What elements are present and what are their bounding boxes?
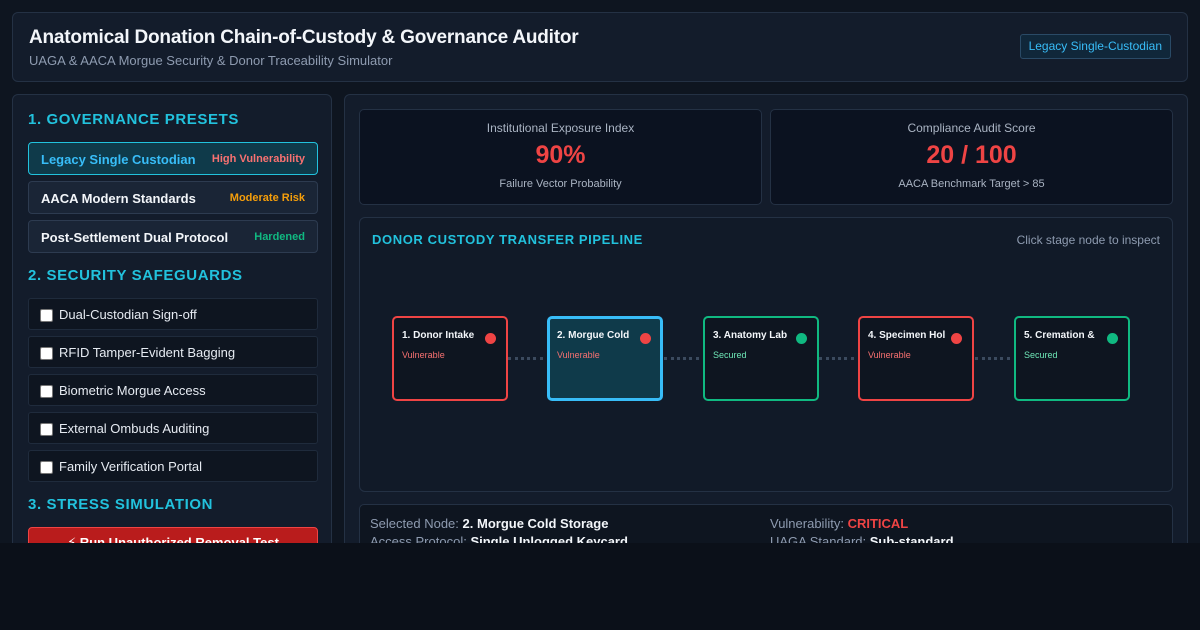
safeguard-checkbox[interactable] <box>40 461 53 474</box>
pipeline-node-specimen-holding[interactable]: 4. Specimen Hol Vulnerable <box>858 316 974 401</box>
safeguard-checkbox[interactable] <box>40 309 53 322</box>
safeguard-ombuds-auditing[interactable]: External Ombuds Auditing <box>28 412 318 444</box>
safeguard-family-portal[interactable]: Family Verification Portal <box>28 450 318 482</box>
preset-aaca-modern-standards[interactable]: AACA Modern Standards Moderate Risk <box>28 181 318 214</box>
control-sidebar: 1. GOVERNANCE PRESETS Legacy Single Cust… <box>12 94 332 543</box>
safeguard-dual-custodian[interactable]: Dual-Custodian Sign-off <box>28 298 318 330</box>
metric-note: AACA Benchmark Target > 85 <box>898 178 1045 190</box>
safeguard-label: Family Verification Portal <box>59 459 203 474</box>
uaga-standard-row: UAGA Standard: Sub-standard <box>770 534 954 543</box>
stress-heading: 3. STRESS SIMULATION <box>28 496 214 513</box>
selected-node-value: 2. Morgue Cold Storage <box>462 516 609 531</box>
detail-label: Access Protocol: <box>370 534 467 543</box>
pipeline-link <box>664 357 699 360</box>
pipeline-node-cremation[interactable]: 5. Cremation & Secured <box>1014 316 1130 401</box>
pipeline-hint: Click stage node to inspect <box>1016 233 1160 247</box>
pipeline-node-anatomy-lab[interactable]: 3. Anatomy Lab Secured <box>703 316 819 401</box>
status-dot-icon <box>796 333 807 344</box>
node-status: Secured <box>713 350 747 360</box>
metric-value: 90% <box>535 141 586 169</box>
safeguard-biometric-access[interactable]: Biometric Morgue Access <box>28 374 318 406</box>
node-name: 3. Anatomy Lab <box>713 330 788 341</box>
preset-legacy-single-custodian[interactable]: Legacy Single Custodian High Vulnerabili… <box>28 142 318 175</box>
detail-label: UAGA Standard: <box>770 534 867 543</box>
node-details-panel: Selected Node: 2. Morgue Cold Storage Vu… <box>359 504 1173 543</box>
metric-label: Institutional Exposure Index <box>486 121 635 135</box>
risk-tag: High Vulnerability <box>211 153 305 165</box>
status-dot-icon <box>485 333 496 344</box>
status-dot-icon <box>640 333 651 344</box>
safeguards-heading: 2. SECURITY SAFEGUARDS <box>28 267 243 284</box>
app-header: Anatomical Donation Chain-of-Custody & G… <box>12 12 1188 82</box>
mode-badge: Legacy Single-Custodian <box>1019 34 1171 59</box>
node-name: 2. Morgue Cold <box>557 330 630 341</box>
node-status: Secured <box>1024 350 1058 360</box>
node-name: 1. Donor Intake <box>402 330 475 341</box>
status-dot-icon <box>1107 333 1118 344</box>
vulnerability-value: CRITICAL <box>847 516 909 531</box>
app-viewport: Anatomical Donation Chain-of-Custody & G… <box>12 12 1188 543</box>
status-dot-icon <box>951 333 962 344</box>
risk-tag: Hardened <box>254 231 305 243</box>
safeguard-label: Biometric Morgue Access <box>59 383 206 398</box>
preset-name: Legacy Single Custodian <box>41 152 196 167</box>
metric-label: Compliance Audit Score <box>907 121 1036 135</box>
detail-label: Vulnerability: <box>770 516 844 531</box>
pipeline-link <box>975 357 1010 360</box>
exposure-index-card: Institutional Exposure Index 90% Failure… <box>359 109 762 205</box>
node-name: 4. Specimen Hol <box>868 330 946 341</box>
safeguard-checkbox[interactable] <box>40 423 53 436</box>
detail-label: Selected Node: <box>370 516 459 531</box>
selected-node-row: Selected Node: 2. Morgue Cold Storage <box>370 516 608 531</box>
preset-post-settlement-dual-protocol[interactable]: Post-Settlement Dual Protocol Hardened <box>28 220 318 253</box>
safeguard-label: External Ombuds Auditing <box>59 421 210 436</box>
metric-value: 20 / 100 <box>926 141 1017 169</box>
node-status: Vulnerable <box>868 350 911 360</box>
safeguard-rfid-bagging[interactable]: RFID Tamper-Evident Bagging <box>28 336 318 368</box>
safeguard-checkbox[interactable] <box>40 385 53 398</box>
preset-name: AACA Modern Standards <box>41 191 196 206</box>
vulnerability-row: Vulnerability: CRITICAL <box>770 516 908 531</box>
pipeline-node-donor-intake[interactable]: 1. Donor Intake Vulnerable <box>392 316 508 401</box>
run-removal-test-button[interactable]: ⚡ Run Unauthorized Removal Test <box>28 527 318 543</box>
access-protocol-row: Access Protocol: Single Unlogged Keycard <box>370 534 628 543</box>
metric-note: Failure Vector Probability <box>499 178 622 190</box>
safeguard-label: Dual-Custodian Sign-off <box>59 307 197 322</box>
access-protocol-value: Single Unlogged Keycard <box>470 534 628 543</box>
pipeline-link <box>508 357 543 360</box>
pipeline-node-morgue-cold-storage[interactable]: 2. Morgue Cold Vulnerable <box>547 316 663 401</box>
uaga-standard-value: Sub-standard <box>869 534 954 543</box>
node-name: 5. Cremation & <box>1024 330 1095 341</box>
preset-name: Post-Settlement Dual Protocol <box>41 230 229 245</box>
safeguard-checkbox[interactable] <box>40 347 53 360</box>
audit-main-panel: Institutional Exposure Index 90% Failure… <box>344 94 1188 543</box>
node-status: Vulnerable <box>402 350 445 360</box>
compliance-score-card: Compliance Audit Score 20 / 100 AACA Ben… <box>770 109 1173 205</box>
risk-tag: Moderate Risk <box>229 192 305 204</box>
safeguard-label: RFID Tamper-Evident Bagging <box>59 345 236 360</box>
presets-heading: 1. GOVERNANCE PRESETS <box>28 111 239 128</box>
pipeline-link <box>819 357 854 360</box>
app-subtitle: UAGA & AACA Morgue Security & Donor Trac… <box>29 53 393 68</box>
node-status: Vulnerable <box>557 350 600 360</box>
app-title: Anatomical Donation Chain-of-Custody & G… <box>29 27 579 48</box>
pipeline-title: DONOR CUSTODY TRANSFER PIPELINE <box>372 232 643 247</box>
custody-pipeline: DONOR CUSTODY TRANSFER PIPELINE Click st… <box>359 217 1173 492</box>
